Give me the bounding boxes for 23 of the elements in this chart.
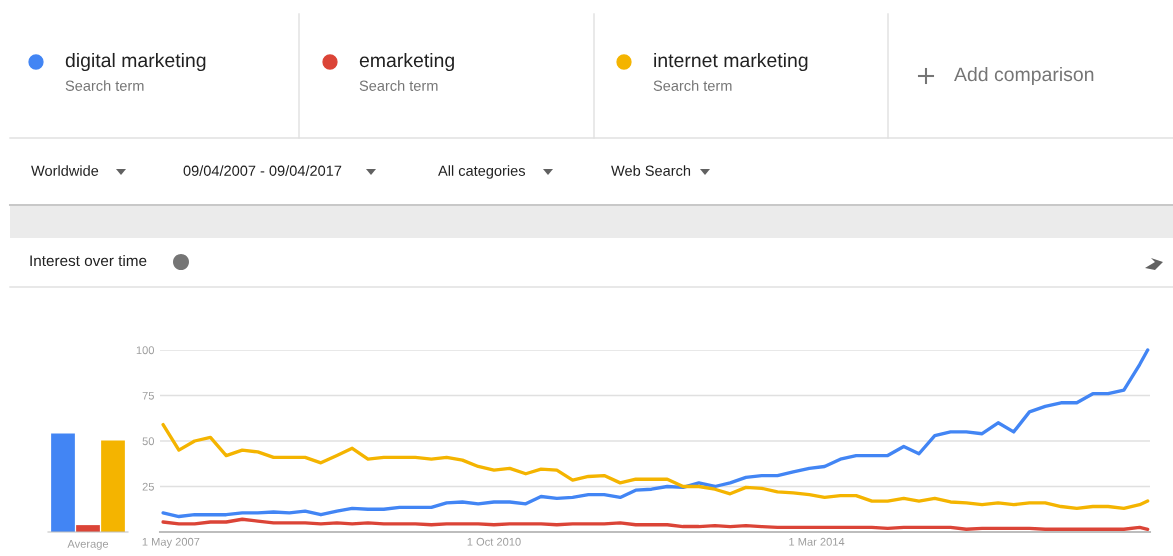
y-tick-label: 75 — [142, 391, 154, 400]
text: Search term — [65, 80, 144, 91]
line-series — [161, 348, 1150, 519]
x-tick-label: 1 Mar 2014 — [789, 537, 845, 546]
x-tick-label: 1 Oct 2010 — [467, 537, 521, 546]
legend-label: emarketing — [359, 52, 454, 72]
text: Search term — [359, 80, 438, 91]
y-tick-label: 25 — [142, 482, 154, 491]
legend-label: internet marketing — [654, 52, 808, 72]
y-tick-label: 100 — [136, 346, 155, 355]
y-tick-label: 50 — [142, 437, 155, 446]
x-axis-title: Average — [67, 540, 109, 550]
legend-label: digital marketing — [65, 52, 206, 72]
line-series — [161, 422, 1150, 511]
text: All categories — [438, 165, 526, 179]
text: Worldwide — [31, 165, 99, 176]
text: 09/04/2007 - 09/04/2017 — [183, 165, 342, 176]
text: Search term — [653, 80, 732, 91]
text: Add comparison — [954, 66, 1094, 86]
x-tick-label: 1 May 2007 — [142, 537, 200, 548]
text: Web Search — [611, 165, 691, 176]
chart-title: Interest over time — [30, 254, 147, 267]
line-series — [161, 517, 1150, 531]
